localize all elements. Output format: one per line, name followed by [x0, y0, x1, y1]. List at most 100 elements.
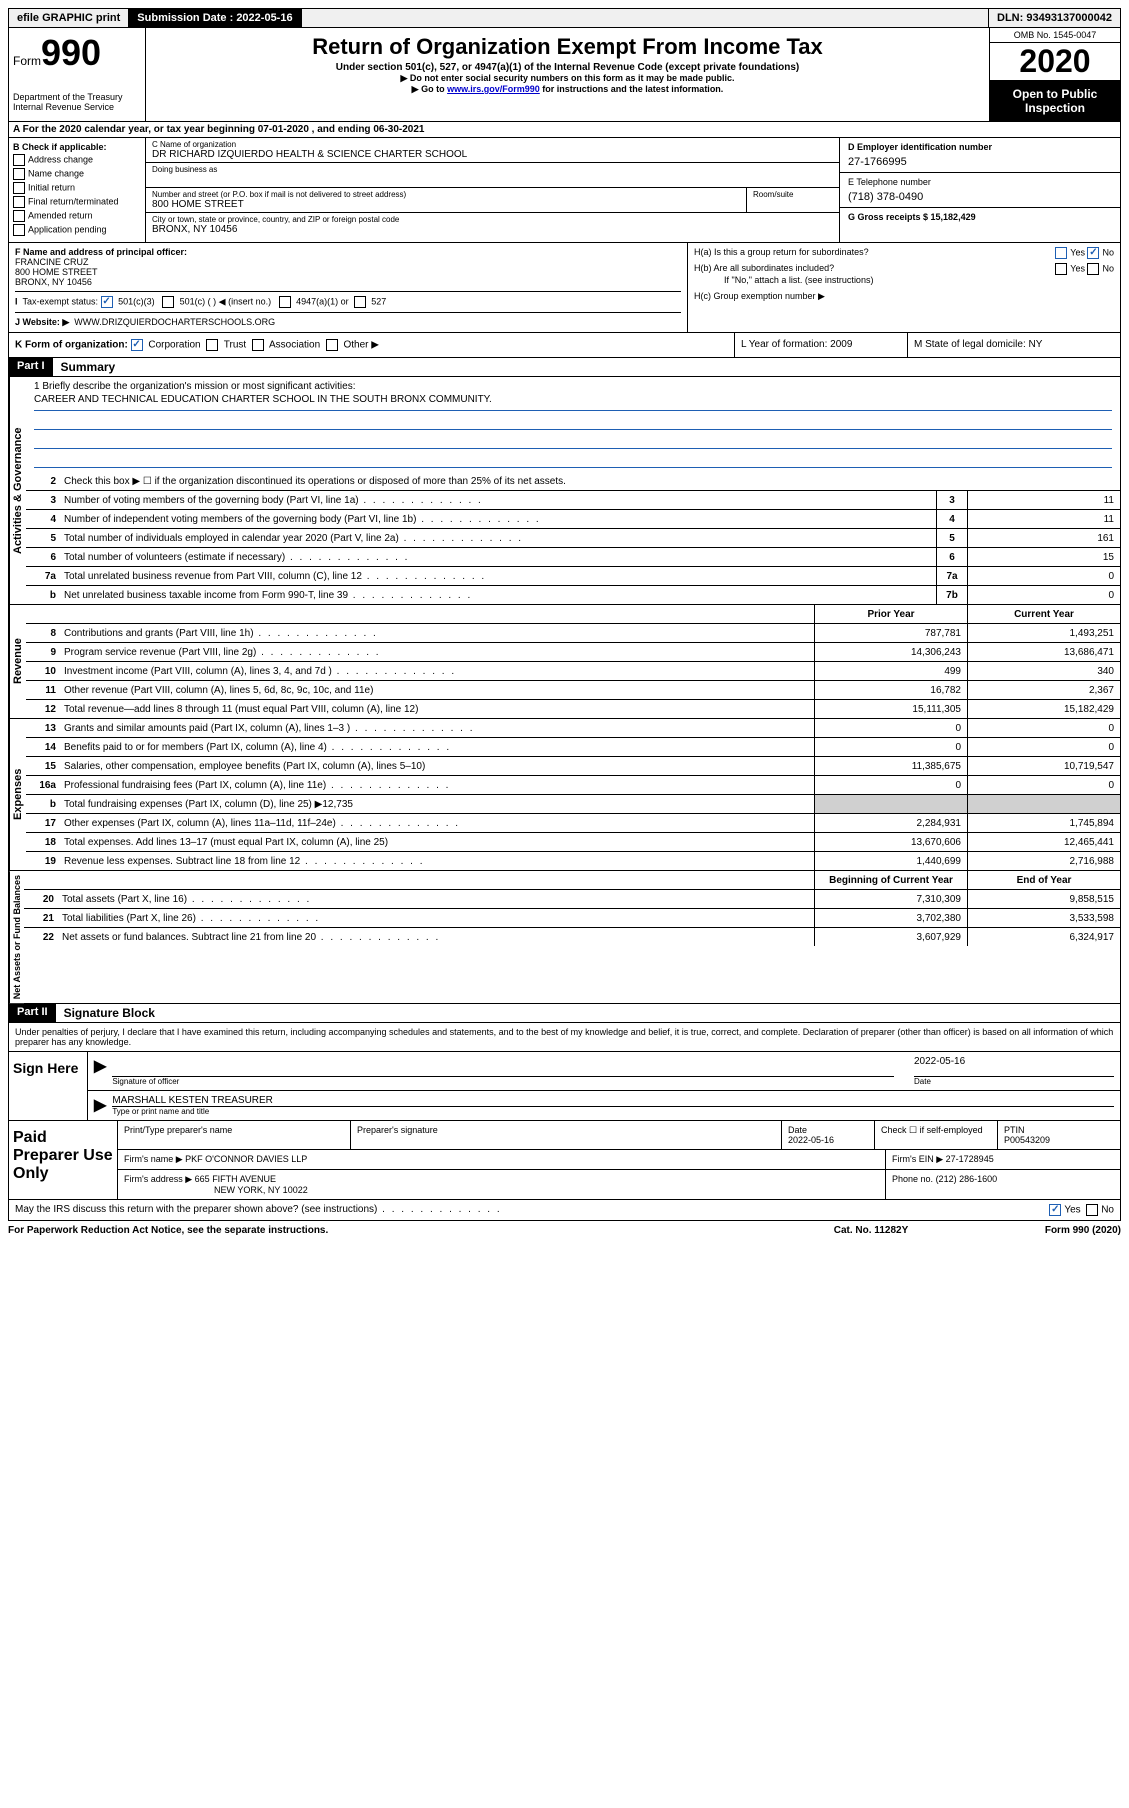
ha-yes[interactable]	[1055, 247, 1067, 259]
ein: 27-1766995	[848, 156, 1112, 168]
b-opt6: Application pending	[28, 224, 107, 234]
mission-text: CAREER AND TECHNICAL EDUCATION CHARTER S…	[34, 392, 1112, 411]
l12-cy: 15,182,429	[967, 700, 1120, 718]
org-name: DR RICHARD IZQUIERDO HEALTH & SCIENCE CH…	[152, 149, 833, 160]
i-501c: 501(c) ( ) ◀ (insert no.)	[180, 296, 271, 306]
l11-cy: 2,367	[967, 681, 1120, 699]
website: WWW.DRIZQUIERDOCHARTERSCHOOLS.ORG	[74, 317, 275, 327]
l22-text: Net assets or fund balances. Subtract li…	[58, 930, 814, 945]
line-a-text: A For the 2020 calendar year, or tax yea…	[13, 124, 424, 135]
b-header: B Check if applicable:	[13, 142, 107, 152]
c-name-label: C Name of organization	[152, 140, 833, 149]
hb-no[interactable]	[1087, 263, 1099, 275]
efile-label[interactable]: efile GRAPHIC print	[9, 9, 129, 27]
section-bcd: B Check if applicable: Address change Na…	[8, 138, 1121, 243]
l9-py: 14,306,243	[814, 643, 967, 661]
l19-cy: 2,716,988	[967, 852, 1120, 870]
col-c: C Name of organization DR RICHARD IZQUIE…	[146, 138, 839, 242]
prep-date: 2022-05-16	[788, 1135, 868, 1145]
row-klm: K Form of organization: ✓ Corporation Tr…	[8, 333, 1121, 358]
form-title: Return of Organization Exempt From Incom…	[154, 34, 981, 60]
firm-name: PKF O'CONNOR DAVIES LLP	[185, 1154, 307, 1164]
part1-header: Part I Summary	[8, 358, 1121, 377]
sign-date: 2022-05-16	[914, 1056, 1114, 1077]
l18-py: 13,670,606	[814, 833, 967, 851]
checkbox-527[interactable]	[354, 296, 366, 308]
sign-here-label: Sign Here	[9, 1052, 88, 1120]
discuss-yes[interactable]: ✓	[1049, 1204, 1061, 1216]
top-bar: efile GRAPHIC print Submission Date : 20…	[8, 8, 1121, 28]
l5-text: Total number of individuals employed in …	[60, 531, 936, 546]
side-revenue: Revenue	[9, 605, 26, 718]
firm-addr1: 665 FIFTH AVENUE	[195, 1174, 276, 1184]
b-opt1: Address change	[28, 154, 93, 164]
l17-py: 2,284,931	[814, 814, 967, 832]
prep-self-emp: Check ☐ if self-employed	[875, 1121, 998, 1149]
l12-text: Total revenue—add lines 8 through 11 (mu…	[60, 702, 814, 717]
l20-text: Total assets (Part X, line 16)	[58, 892, 814, 907]
checkbox-4947[interactable]	[279, 296, 291, 308]
part2-tag: Part II	[9, 1004, 56, 1022]
page-footer: For Paperwork Reduction Act Notice, see …	[8, 1221, 1121, 1240]
l10-py: 499	[814, 662, 967, 680]
l21-py: 3,702,380	[814, 909, 967, 927]
firm-name-lbl: Firm's name ▶	[124, 1154, 183, 1164]
dept-label: Department of the Treasury	[13, 92, 141, 102]
l9-text: Program service revenue (Part VIII, line…	[60, 645, 814, 660]
date-label: Date	[914, 1077, 1114, 1086]
l12-py: 15,111,305	[814, 700, 967, 718]
k-trust[interactable]	[206, 339, 218, 351]
officer-name: FRANCINE CRUZ	[15, 257, 681, 267]
l19-py: 1,440,699	[814, 852, 967, 870]
checkbox-pending[interactable]	[13, 224, 25, 236]
tel-label: E Telephone number	[848, 177, 1112, 187]
checkbox-initial[interactable]	[13, 182, 25, 194]
dln: DLN: 93493137000042	[988, 9, 1120, 27]
hb-yes[interactable]	[1055, 263, 1067, 275]
l4-val: 11	[967, 510, 1120, 528]
form-prefix: Form	[13, 54, 41, 68]
checkbox-amended[interactable]	[13, 210, 25, 222]
checkbox-501c3[interactable]: ✓	[101, 296, 113, 308]
form-header: Form990 Department of the Treasury Inter…	[8, 28, 1121, 122]
declaration: Under penalties of perjury, I declare th…	[8, 1023, 1121, 1052]
l17-text: Other expenses (Part IX, column (A), lin…	[60, 816, 814, 831]
sub3-post: for instructions and the latest informat…	[540, 84, 724, 94]
checkbox-final[interactable]	[13, 196, 25, 208]
checkbox-address[interactable]	[13, 154, 25, 166]
firm-ein-lbl: Firm's EIN ▶	[892, 1154, 943, 1164]
cat-no: Cat. No. 11282Y	[771, 1225, 971, 1236]
side-expenses: Expenses	[9, 719, 26, 870]
i-501c3: 501(c)(3)	[118, 296, 155, 306]
b-opt5: Amended return	[28, 210, 93, 220]
instructions-link[interactable]: www.irs.gov/Form990	[447, 84, 540, 94]
col-b: B Check if applicable: Address change Na…	[9, 138, 146, 242]
part1-title: Summary	[53, 358, 124, 376]
l20-cy: 9,858,515	[967, 890, 1120, 908]
col-d: D Employer identification number 27-1766…	[839, 138, 1120, 242]
l4-text: Number of independent voting members of …	[60, 512, 936, 527]
checkbox-name[interactable]	[13, 168, 25, 180]
part2-header: Part II Signature Block	[8, 1004, 1121, 1023]
l16a-cy: 0	[967, 776, 1120, 794]
room-label: Room/suite	[747, 188, 839, 212]
l8-py: 787,781	[814, 624, 967, 642]
form-ref: Form 990 (2020)	[971, 1225, 1121, 1236]
form-number: 990	[41, 32, 101, 73]
sign-here: Sign Here ▶ Signature of officer 2022-05…	[8, 1052, 1121, 1121]
k-assoc[interactable]	[252, 339, 264, 351]
l17-cy: 1,745,894	[967, 814, 1120, 832]
l18-text: Total expenses. Add lines 13–17 (must eq…	[60, 835, 814, 850]
part1-tag: Part I	[9, 358, 53, 376]
checkbox-501c[interactable]	[162, 296, 174, 308]
discuss-no[interactable]	[1086, 1204, 1098, 1216]
line-a: A For the 2020 calendar year, or tax yea…	[8, 122, 1121, 138]
ha-no[interactable]: ✓	[1087, 247, 1099, 259]
j-label: J Website: ▶	[15, 317, 69, 327]
prep-side-label: Paid Preparer Use Only	[9, 1121, 118, 1199]
k-other[interactable]	[326, 339, 338, 351]
l10-cy: 340	[967, 662, 1120, 680]
l19-text: Revenue less expenses. Subtract line 18 …	[60, 854, 814, 869]
k-corp[interactable]: ✓	[131, 339, 143, 351]
sub3-pre: ▶ Go to	[412, 84, 447, 94]
